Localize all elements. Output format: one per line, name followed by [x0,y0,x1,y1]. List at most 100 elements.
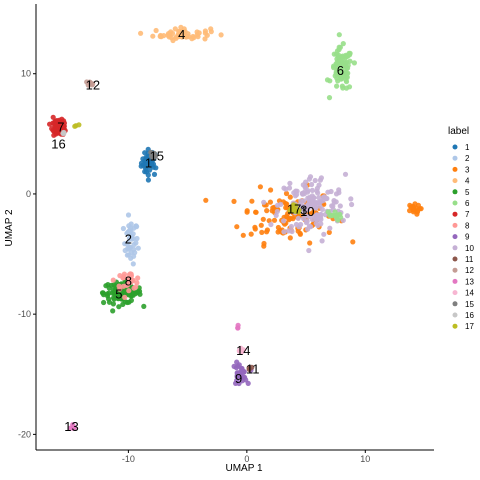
point-cluster-10 [296,224,302,230]
point-cluster-6 [332,209,338,215]
point-cluster-4 [179,34,185,40]
axes-layer: -10 0 10 -20 -10 0 10 [18,4,434,464]
legend-label-9: 9 [465,233,470,242]
point-cluster-6 [331,51,337,57]
point-cluster-10 [283,186,289,192]
point-cluster-10 [333,191,340,197]
point-cluster-1 [143,154,149,160]
cluster-label-14: 14 [236,343,250,358]
point-cluster-2 [126,223,132,229]
point-cluster-7 [53,126,59,132]
point-cluster-3 [284,201,290,207]
point-cluster-8 [120,283,126,289]
point-cluster-3 [240,232,246,238]
y-tick-label: -10 [18,309,31,319]
point-cluster-3 [261,243,267,249]
point-cluster-4 [194,32,200,38]
point-cluster-16 [61,129,67,136]
point-cluster-1 [151,171,158,177]
point-cluster-3 [285,215,292,221]
legend-label-1: 1 [465,143,470,152]
point-cluster-10 [306,247,312,254]
point-cluster-10 [349,201,355,208]
point-cluster-9 [234,372,240,378]
point-cluster-6 [333,69,339,75]
point-cluster-17 [293,203,299,209]
point-cluster-5 [110,295,117,301]
point-cluster-2 [131,253,137,259]
point-cluster-3 [408,204,414,210]
point-cluster-6 [344,59,350,65]
point-cluster-2 [128,233,135,239]
point-cluster-6 [326,95,333,101]
point-cluster-10 [301,191,307,197]
point-cluster-10 [274,208,280,215]
point-cluster-3 [258,222,264,228]
point-cluster-6 [345,70,351,76]
point-cluster-10 [288,223,294,230]
point-cluster-6 [334,75,340,81]
point-cluster-1 [142,150,148,156]
cluster-label-13: 13 [64,419,78,434]
legend-key-16 [452,312,458,318]
x-axis-title: UMAP 1 [225,463,262,474]
point-cluster-10 [278,201,284,207]
point-cluster-10 [300,203,306,209]
point-cluster-3 [253,209,259,215]
point-cluster-8 [134,280,140,286]
legend-key-14 [452,290,458,296]
point-cluster-10 [315,190,321,196]
y-tick-label: 0 [26,189,31,199]
point-cluster-8 [130,277,136,283]
point-cluster-2 [124,241,130,247]
point-cluster-6 [335,217,341,223]
point-cluster-5 [130,292,136,298]
point-cluster-10 [316,195,322,201]
point-cluster-1 [153,165,159,171]
point-cluster-6 [333,213,339,219]
legend-key-6 [452,200,458,206]
point-cluster-8 [121,274,127,280]
point-cluster-10 [321,231,327,237]
cluster-label-6: 6 [337,63,344,78]
legend-key-8 [452,222,458,228]
point-cluster-9 [239,367,245,373]
point-cluster-3 [234,224,240,230]
point-cluster-10 [342,171,349,177]
point-cluster-10 [327,225,333,231]
point-cluster-2 [130,261,136,267]
point-cluster-10 [344,213,350,219]
point-cluster-10 [314,217,320,223]
point-cluster-3 [271,217,278,223]
point-cluster-6 [338,64,344,70]
point-cluster-3 [287,194,293,200]
point-cluster-1 [138,160,145,166]
x-tick-label: -10 [122,454,135,464]
point-cluster-4 [153,27,159,34]
point-cluster-3 [267,199,273,205]
point-cluster-9 [236,362,242,368]
legend-key-17 [452,323,458,329]
point-cluster-10 [304,218,310,224]
point-cluster-6 [334,48,341,54]
point-cluster-6 [336,32,342,38]
point-cluster-10 [268,221,274,228]
cluster-label-11: 11 [246,361,260,376]
point-cluster-10 [306,223,312,229]
cluster-label-17: 17 [287,201,301,216]
cluster-label-8: 8 [125,274,132,289]
point-cluster-4 [191,35,197,41]
point-cluster-7 [51,132,57,138]
point-cluster-3 [244,208,250,214]
legend-key-11 [452,256,458,262]
legend-label-11: 11 [465,255,474,264]
point-cluster-5 [116,304,122,310]
point-cluster-5 [99,290,106,296]
point-cluster-2 [131,241,137,248]
point-cluster-3 [283,190,290,197]
point-cluster-17 [76,122,82,128]
y-axis-title: UMAP 2 [4,209,15,246]
x-tick-label: 10 [360,454,370,464]
point-cluster-1 [142,165,149,171]
